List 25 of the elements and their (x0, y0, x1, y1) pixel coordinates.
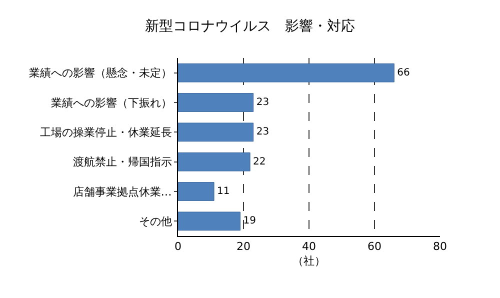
x-tick-label: 20 (236, 240, 250, 254)
chart-title: 新型コロナウイルス 影響・対応 (145, 18, 355, 35)
bar (178, 182, 214, 201)
bar (178, 93, 254, 112)
x-axis-title: （社） (292, 254, 326, 268)
data-label: 19 (243, 216, 256, 227)
bar (178, 212, 240, 231)
bar (178, 63, 394, 82)
data-label: 23 (256, 97, 270, 108)
x-tick-label: 80 (433, 240, 447, 254)
data-label: 11 (217, 186, 230, 197)
y-tick-label: 渡航禁止・帰国指示 (72, 156, 172, 169)
y-tick-label: 業績への影響（下振れ） (50, 96, 172, 110)
bar (178, 152, 250, 172)
data-label: 66 (397, 67, 410, 78)
data-label: 22 (253, 156, 266, 168)
data-label: 23 (256, 126, 270, 138)
bar (178, 122, 254, 142)
x-tick-label: 0 (174, 240, 182, 254)
x-tick-label: 60 (368, 240, 382, 254)
y-tick-label: 店舗事業拠点休業… (72, 185, 172, 198)
y-tick-label: 工場の操業停止・休業延長 (40, 126, 172, 140)
x-tick-label: 40 (302, 240, 316, 254)
y-tick-label: 業績への影響（懸念・未定） (28, 66, 172, 80)
y-tick-label: その他 (138, 215, 172, 228)
